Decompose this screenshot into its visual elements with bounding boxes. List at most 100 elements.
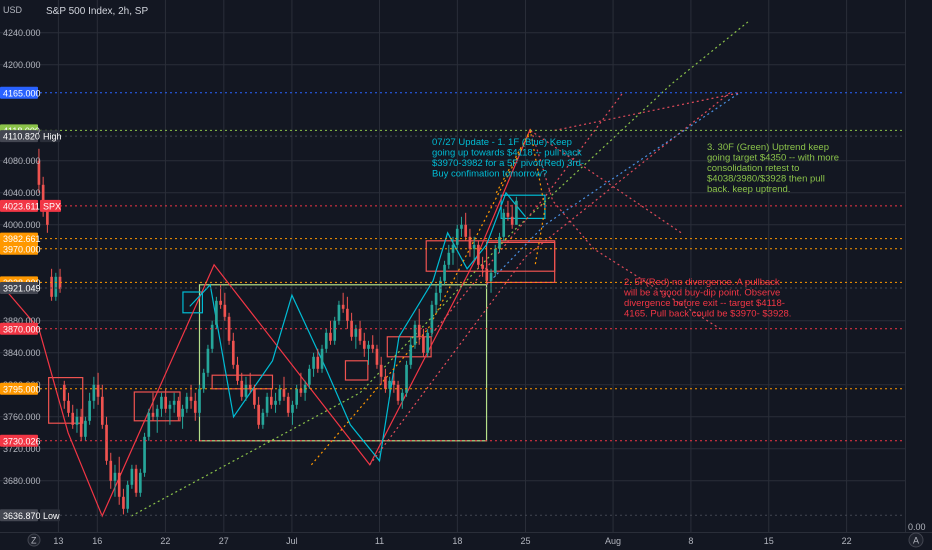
candle-body <box>477 244 480 265</box>
candle-body <box>168 404 172 409</box>
candle-body <box>358 328 362 341</box>
candle-body <box>227 316 231 341</box>
price-badge <box>0 130 38 143</box>
y-tick-label: 4040.000 <box>3 188 41 198</box>
time-axis[interactable]: 13 16 22 27 Jul 11 18 25 Aug 8 15 22 <box>53 536 851 546</box>
green-consolidation-box <box>198 284 488 442</box>
candle-body <box>472 244 476 249</box>
candle-body <box>151 412 155 417</box>
price-badge <box>0 322 38 335</box>
y-tick-label: 3720.000 <box>3 444 41 454</box>
candle-body <box>506 212 510 217</box>
candle-body <box>126 484 129 509</box>
candle-body <box>278 388 282 401</box>
annotation-line: going target $4350 -- with more <box>707 153 839 164</box>
candle-body <box>261 412 265 425</box>
timezone-button[interactable]: Z <box>27 533 41 547</box>
candle-body <box>177 400 180 417</box>
candle-body <box>320 348 324 369</box>
price-badge <box>0 199 38 212</box>
candle-body <box>41 184 45 209</box>
candle-body <box>164 396 168 409</box>
x-tick-label: 22 <box>842 536 852 546</box>
candle-body <box>198 388 201 413</box>
y-tick-label: 4000.000 <box>3 220 41 230</box>
candle-body <box>282 388 286 397</box>
price-tag <box>40 130 60 143</box>
candle-body <box>337 304 341 321</box>
candle-body <box>388 380 391 389</box>
candle-body <box>464 224 468 237</box>
annotation-line: consolidation retest to <box>707 163 799 174</box>
x-tick-label: 18 <box>452 536 462 546</box>
y-tick-label: 3760.000 <box>3 412 41 422</box>
candle-body <box>299 388 303 393</box>
blue-dotted-1 <box>486 92 740 286</box>
candle-body <box>185 396 189 409</box>
candle-body <box>346 308 349 321</box>
candle-body <box>422 336 425 353</box>
annotation-line: divergence before exit -- target $4118- <box>624 298 785 309</box>
candle-body <box>324 332 328 349</box>
price-badge-label: 3970.000 <box>3 244 41 254</box>
candle-body <box>244 384 248 397</box>
annotation-line: $3970-3982 for a 5F pivot(Red) 3rd- <box>432 158 584 169</box>
candle-body <box>117 472 121 497</box>
annotation-line: will be a good buy-dip point. Observe <box>623 288 780 299</box>
candle-body <box>329 332 332 341</box>
annotation-line: $4038/3980/$3928 then pull <box>707 174 825 185</box>
price-badge <box>0 382 38 395</box>
candle-body <box>286 396 290 413</box>
price-badge <box>0 86 38 99</box>
red-dotted-descending <box>530 130 721 330</box>
candle-body <box>312 356 315 369</box>
price-badge-label: 4110.820 <box>3 132 40 142</box>
x-tick-label: 25 <box>520 536 530 546</box>
price-badge-label: 3921.049 <box>3 283 41 293</box>
candle-body <box>172 400 176 405</box>
candle-body <box>362 340 366 349</box>
candle-body <box>379 364 383 377</box>
price-badge-label: 3870.000 <box>3 324 41 334</box>
candle-body <box>130 468 134 485</box>
x-tick-label: 27 <box>219 536 229 546</box>
candle-body <box>291 404 294 413</box>
price-badge-label: 4023.611 <box>3 201 40 211</box>
y-tick-label: 4240.000 <box>3 28 41 38</box>
candle-body <box>439 280 442 293</box>
y-tick-label: 3680.000 <box>3 476 41 486</box>
x-tick-label: 22 <box>160 536 170 546</box>
y-tick-label: 3880.000 <box>3 316 41 326</box>
auto-scale-icon: A <box>913 536 919 546</box>
red-dotted-1 <box>369 92 731 466</box>
candle-body <box>96 384 100 397</box>
timezone-icon: Z <box>31 536 37 546</box>
annotation-line: going up towards $4118 -- pull back <box>432 148 582 159</box>
candle-body <box>88 400 91 421</box>
candle-body <box>333 320 337 341</box>
annotation-line: back. keep uptrend. <box>707 184 790 195</box>
candle-body <box>308 368 311 385</box>
price-badge <box>0 242 38 255</box>
candle-body <box>443 264 446 281</box>
candle-body <box>354 328 358 337</box>
candle-body <box>371 344 375 349</box>
candle-body <box>236 364 239 381</box>
candle-body <box>417 324 421 337</box>
candle-body <box>189 396 193 401</box>
candle-body <box>100 396 104 425</box>
candle-body <box>341 304 345 309</box>
red-dotted-top <box>554 92 740 131</box>
candles <box>37 148 518 515</box>
candle-body <box>193 400 197 413</box>
auto-scale-button[interactable]: A <box>908 532 924 548</box>
price-badge <box>0 434 38 447</box>
candle-body <box>155 408 159 417</box>
candle-body <box>481 264 484 269</box>
candle-body <box>392 380 396 385</box>
symbol-title: S&P 500 Index, 2h, SP <box>46 6 148 17</box>
drawings <box>1 20 750 518</box>
candle-body <box>447 252 451 265</box>
